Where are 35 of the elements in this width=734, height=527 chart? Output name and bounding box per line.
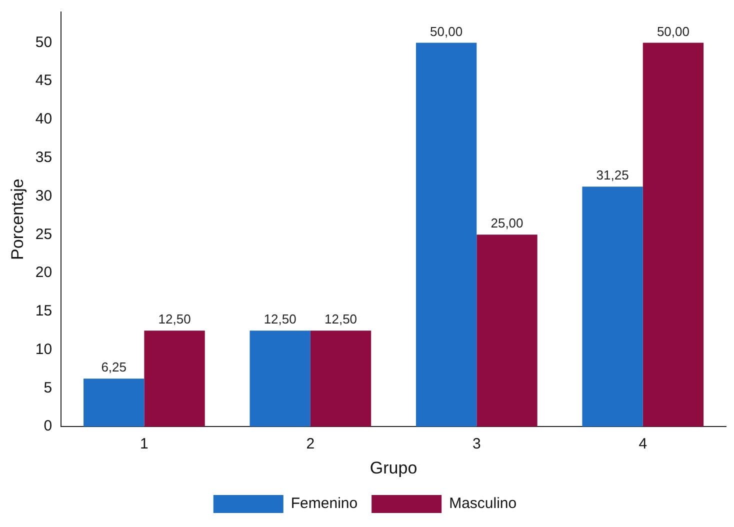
- data-label: 50,00: [430, 24, 463, 39]
- y-tick-label: 40: [35, 110, 52, 128]
- y-tick-label: 20: [35, 264, 52, 282]
- bar: [416, 42, 477, 427]
- data-label: 25,00: [490, 216, 524, 231]
- legend-label: Masculino: [449, 495, 517, 512]
- y-tick-label: 10: [35, 340, 52, 358]
- bar: [642, 42, 704, 427]
- x-tick-label: 2: [306, 436, 315, 453]
- data-label: 12,50: [158, 312, 191, 327]
- bar: [144, 330, 205, 427]
- y-tick-label: 45: [35, 72, 52, 90]
- bar: [582, 186, 643, 427]
- bar: [310, 330, 372, 427]
- x-tick-label: 1: [140, 436, 148, 453]
- data-label: 6,25: [101, 360, 127, 375]
- legend-label: Femenino: [290, 495, 358, 512]
- y-tick-label: 25: [35, 226, 52, 243]
- bar: [250, 330, 310, 427]
- y-tick-label: 50: [35, 34, 52, 51]
- y-tick-label: 5: [44, 379, 52, 396]
- bar: [84, 378, 144, 427]
- x-axis-title: Grupo: [370, 458, 418, 478]
- y-axis-title: Porcentaje: [8, 178, 27, 260]
- data-label: 50,00: [656, 24, 690, 39]
- data-label: 12,50: [264, 312, 296, 327]
- y-tick-label: 0: [44, 418, 52, 435]
- x-tick-label: 4: [638, 436, 648, 453]
- x-tick-label: 3: [472, 436, 481, 453]
- data-label: 31,25: [596, 168, 629, 183]
- y-tick-label: 35: [35, 149, 52, 166]
- data-label: 12,50: [324, 312, 358, 327]
- bar: [476, 234, 538, 427]
- y-tick-label: 15: [35, 302, 52, 320]
- y-tick-label: 30: [35, 187, 52, 204]
